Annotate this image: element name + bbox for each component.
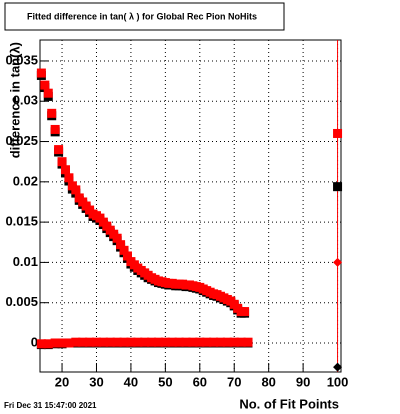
point: [54, 145, 64, 155]
point: [333, 257, 343, 267]
point: [112, 337, 122, 347]
point: [174, 337, 184, 347]
footer: Fri Dec 31 15:47:00 2021: [4, 401, 97, 410]
x-tick-label: 100: [327, 374, 349, 389]
y-tick-label: 0.025: [5, 133, 38, 148]
point: [57, 338, 67, 348]
point: [98, 337, 108, 347]
point: [122, 251, 132, 261]
point: [236, 337, 246, 347]
x-tick-label: 20: [55, 374, 69, 389]
point: [64, 338, 74, 348]
point: [167, 337, 177, 347]
point: [119, 245, 129, 255]
y-tick-label: 0.02: [13, 173, 38, 188]
point: [147, 337, 157, 347]
point: [209, 337, 219, 347]
point: [195, 337, 205, 347]
x-tick-label: 80: [261, 374, 275, 389]
point: [181, 337, 191, 347]
point: [36, 68, 46, 78]
point: [222, 337, 232, 347]
y-tick-label: 0: [31, 334, 38, 349]
point: [188, 337, 198, 347]
point: [153, 337, 163, 347]
point: [333, 128, 343, 138]
point: [116, 240, 126, 250]
point: [91, 337, 101, 347]
point: [229, 337, 239, 347]
point: [243, 337, 253, 347]
plot-frame: [39, 39, 342, 373]
point: [112, 233, 122, 243]
point: [105, 337, 115, 347]
point: [160, 337, 170, 347]
y-tick-label: 0.015: [5, 214, 38, 229]
point: [78, 337, 88, 347]
point: [50, 124, 60, 134]
point: [47, 108, 57, 118]
x-tick-label: 50: [158, 374, 172, 389]
point: [43, 339, 53, 349]
point: [333, 182, 343, 192]
x-tick-label: 60: [193, 374, 207, 389]
point: [60, 165, 70, 175]
point: [64, 173, 74, 183]
y-tick-label: 0.01: [13, 254, 38, 269]
point: [36, 339, 46, 349]
point: [40, 80, 50, 90]
x-tick-label: 70: [227, 374, 241, 389]
point: [85, 337, 95, 347]
point: [215, 337, 225, 347]
point: [133, 337, 143, 347]
point: [43, 88, 53, 98]
point: [240, 307, 250, 317]
point: [71, 337, 81, 347]
x-tick-label: 30: [89, 374, 103, 389]
title-box: [4, 2, 285, 31]
point: [119, 337, 129, 347]
chart-title: Fitted difference in tan( λ ) for Global…: [27, 11, 257, 21]
x-tick-label: 40: [124, 374, 138, 389]
y-tick-label: 0.005: [5, 294, 38, 309]
point: [50, 338, 60, 348]
x-axis-label: No. of Fit Points: [239, 396, 339, 411]
point: [140, 337, 150, 347]
y-tick-label: 0.03: [13, 93, 38, 108]
point: [202, 337, 212, 347]
y-axis-label: difference in tan(λ): [7, 42, 22, 158]
point: [126, 337, 136, 347]
y-tick-label: 0.035: [5, 52, 38, 67]
point: [333, 362, 343, 372]
point: [57, 157, 67, 167]
point: [71, 185, 81, 195]
x-tick-label: 90: [296, 374, 310, 389]
